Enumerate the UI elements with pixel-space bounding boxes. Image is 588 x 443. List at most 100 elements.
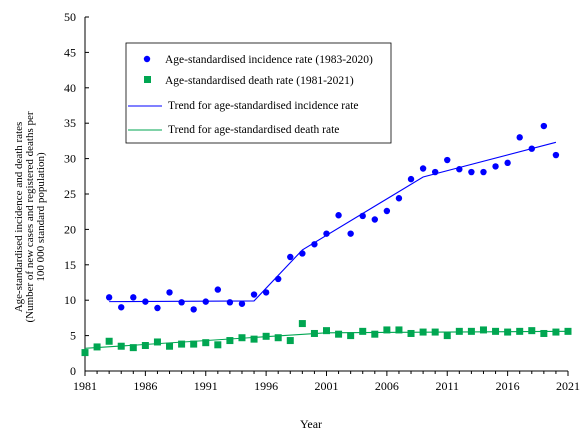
x-tick-label: 2016: [496, 379, 520, 393]
y-tick-label: 0: [70, 364, 76, 378]
y-axis-label: Age-standardised incidence and death rat…: [13, 111, 47, 322]
y-tick-label: 30: [64, 152, 76, 166]
legend-incidence-marker: [143, 55, 151, 63]
incidence-point: [287, 253, 294, 261]
data-markers: [81, 122, 572, 357]
death-point: [178, 340, 186, 348]
incidence-point: [154, 304, 161, 312]
legend: Age-standardised incidence rate (1983-20…: [125, 42, 392, 144]
incidence-point: [431, 168, 439, 176]
incidence-point: [395, 195, 403, 202]
y-tick-label: 10: [64, 293, 76, 307]
x-tick-label: 1981: [73, 379, 97, 393]
incidence-point: [299, 250, 306, 257]
y-tick-label: 15: [64, 258, 76, 272]
legend-incidence-trend-label: Trend for age-standardised incidence rat…: [168, 100, 359, 112]
x-tick-label: 2011: [435, 379, 459, 393]
y-tick-label: 25: [64, 187, 76, 201]
death-point: [419, 328, 427, 336]
trend-line-2: [109, 141, 557, 303]
death-point: [202, 339, 210, 347]
incidence-point: [130, 294, 137, 301]
incidence-point: [311, 241, 318, 248]
legend-death-label: Age-standardised death rate (1981-2021): [165, 75, 354, 87]
death-point: [455, 327, 463, 335]
death-point: [226, 337, 234, 345]
legend-box: [125, 42, 392, 144]
y-tick-label: 40: [64, 81, 76, 95]
incidence-point: [335, 212, 342, 219]
death-point: [467, 327, 475, 335]
x-axis-label: Year: [300, 417, 322, 431]
death-point: [166, 342, 174, 350]
death-point: [407, 329, 415, 337]
death-point: [262, 332, 270, 340]
y-tick-label: 20: [64, 222, 76, 236]
axes: [84, 16, 569, 376]
x-tick-label: 1991: [194, 379, 218, 393]
death-point: [250, 335, 258, 343]
death-point: [335, 330, 343, 338]
y-axis-label-line-2: (Number of new cases and registered deat…: [24, 111, 36, 322]
death-point: [371, 330, 379, 338]
death-point: [323, 327, 330, 335]
death-point: [153, 338, 161, 346]
death-point: [516, 327, 524, 335]
death-point: [479, 326, 487, 334]
death-point: [298, 320, 306, 328]
x-tick-label: 1986: [133, 379, 157, 393]
legend-death-marker: [144, 76, 151, 83]
death-point: [347, 332, 355, 340]
incidence-point: [166, 289, 173, 296]
incidence-point: [118, 304, 125, 311]
incidence-point: [516, 134, 523, 141]
death-point: [431, 328, 439, 336]
incidence-point: [407, 175, 415, 183]
death-point: [286, 337, 294, 345]
death-point: [105, 337, 113, 345]
tick-labels: 0 5 10 15 20 25 30 35 40 45 50 1981 1986 1991 1996 2001…: [64, 10, 580, 393]
death-point: [117, 342, 125, 350]
x-tick-label: 2021: [556, 379, 580, 393]
y-tick-label: 50: [64, 10, 76, 24]
incidence-point: [226, 299, 234, 306]
death-point: [129, 344, 137, 352]
incidence-point: [323, 230, 330, 237]
death-point: [274, 334, 282, 342]
incidence-point: [528, 145, 535, 152]
incidence-point: [214, 286, 222, 293]
incidence-point: [504, 159, 511, 167]
incidence-point: [178, 299, 185, 306]
incidence-point: [250, 291, 258, 298]
death-point: [528, 327, 536, 335]
incidence-point: [456, 166, 463, 173]
y-tick-label: 5: [70, 329, 76, 343]
legend-incidence-label: Age-standardised incidence rate (1983-20…: [165, 54, 373, 66]
death-point: [190, 340, 198, 348]
y-axis-label-line-3: 100 000 standard population): [35, 152, 47, 282]
legend-death-trend-label: Trend for age-standardised death rate: [168, 124, 339, 136]
incidence-point: [275, 275, 282, 283]
death-point: [310, 329, 318, 337]
incidence-point: [480, 168, 487, 176]
incidence-point: [359, 212, 366, 220]
incidence-point: [552, 151, 560, 159]
death-point: [395, 326, 403, 334]
incidence-point: [105, 294, 113, 301]
death-point: [141, 342, 149, 350]
death-point: [540, 329, 548, 337]
death-point: [552, 328, 560, 336]
incidence-point: [347, 230, 354, 237]
incidence-point: [540, 122, 548, 130]
y-tick-label: 45: [64, 45, 76, 59]
death-point: [81, 349, 89, 357]
trend-lines: [84, 141, 569, 349]
death-point: [492, 327, 500, 335]
death-point: [214, 341, 222, 349]
death-point: [383, 326, 391, 334]
y-axis-label-line-1: Age-standardised incidence and death rat…: [13, 122, 25, 313]
x-tick-label: 2001: [315, 379, 339, 393]
death-point: [93, 343, 101, 351]
incidence-point: [444, 156, 451, 164]
incidence-point: [371, 216, 378, 223]
